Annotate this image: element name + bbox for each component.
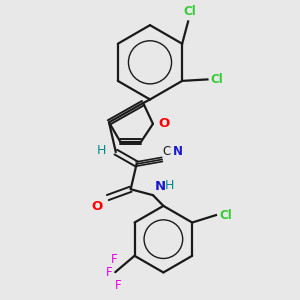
Text: F: F [106,266,112,279]
Text: H: H [165,179,174,192]
Text: F: F [115,279,122,292]
Text: Cl: Cl [183,5,196,19]
Text: N: N [154,180,166,193]
Text: Cl: Cl [219,208,232,222]
Text: O: O [91,200,102,213]
Text: F: F [110,253,117,266]
Text: N: N [172,145,183,158]
Text: C: C [163,145,171,158]
Text: H: H [97,144,106,157]
Text: O: O [158,117,169,130]
Text: Cl: Cl [210,73,223,86]
